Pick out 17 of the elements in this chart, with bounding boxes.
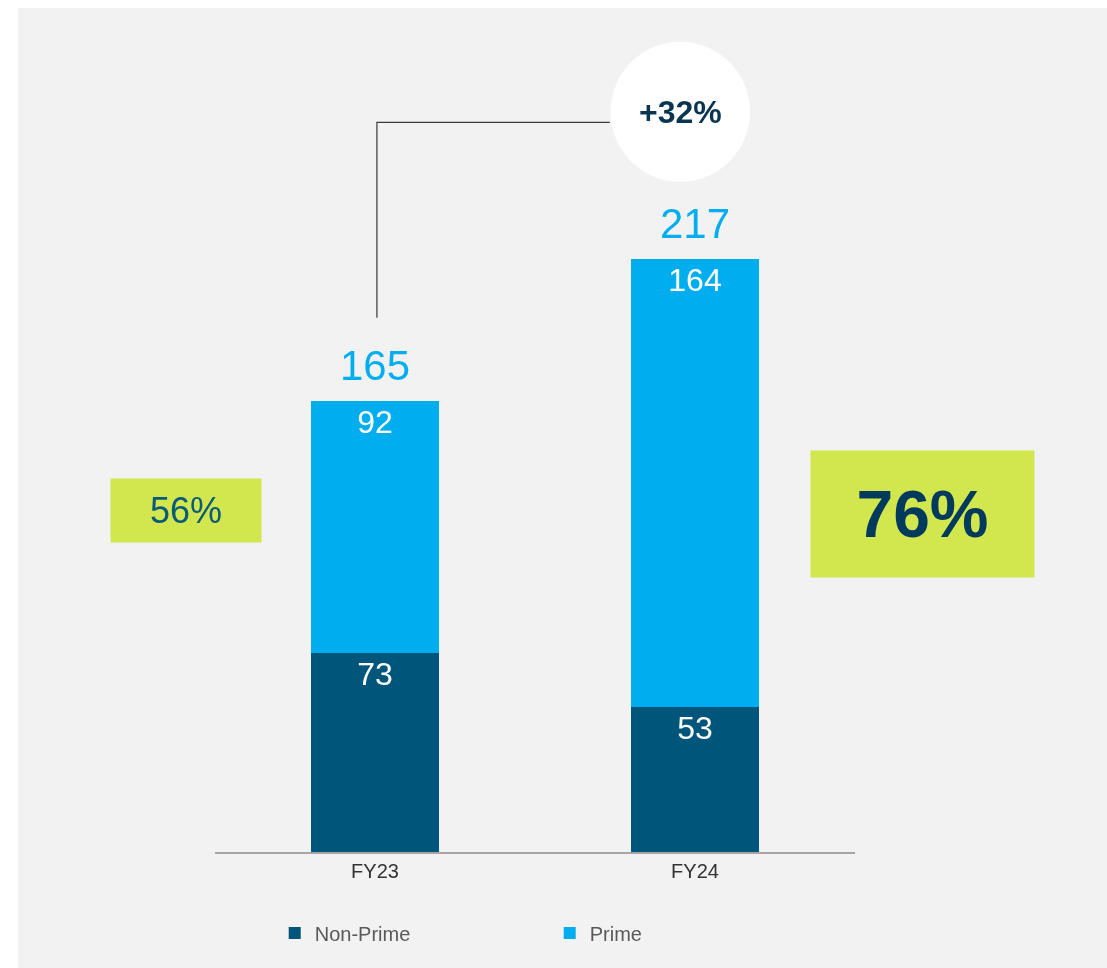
data-label: 92 (357, 404, 393, 441)
data-label: 53 (677, 710, 713, 747)
bar (631, 707, 759, 852)
legend-label: Non-Prime (314, 922, 411, 945)
data-label: 73 (357, 655, 393, 692)
text: 76% (856, 477, 989, 551)
total-label: 165 (340, 342, 411, 389)
bar (311, 401, 439, 653)
data-label: 164 (668, 262, 722, 299)
bar (311, 652, 439, 852)
x-tick-label: FY23 (351, 860, 399, 882)
x-tick-label: FY24 (671, 860, 719, 882)
text: +32% (639, 94, 722, 130)
total-label: 217 (660, 200, 731, 247)
annotation: 56% (149, 490, 223, 531)
legend-label: Prime (589, 922, 642, 945)
bar (631, 259, 759, 708)
